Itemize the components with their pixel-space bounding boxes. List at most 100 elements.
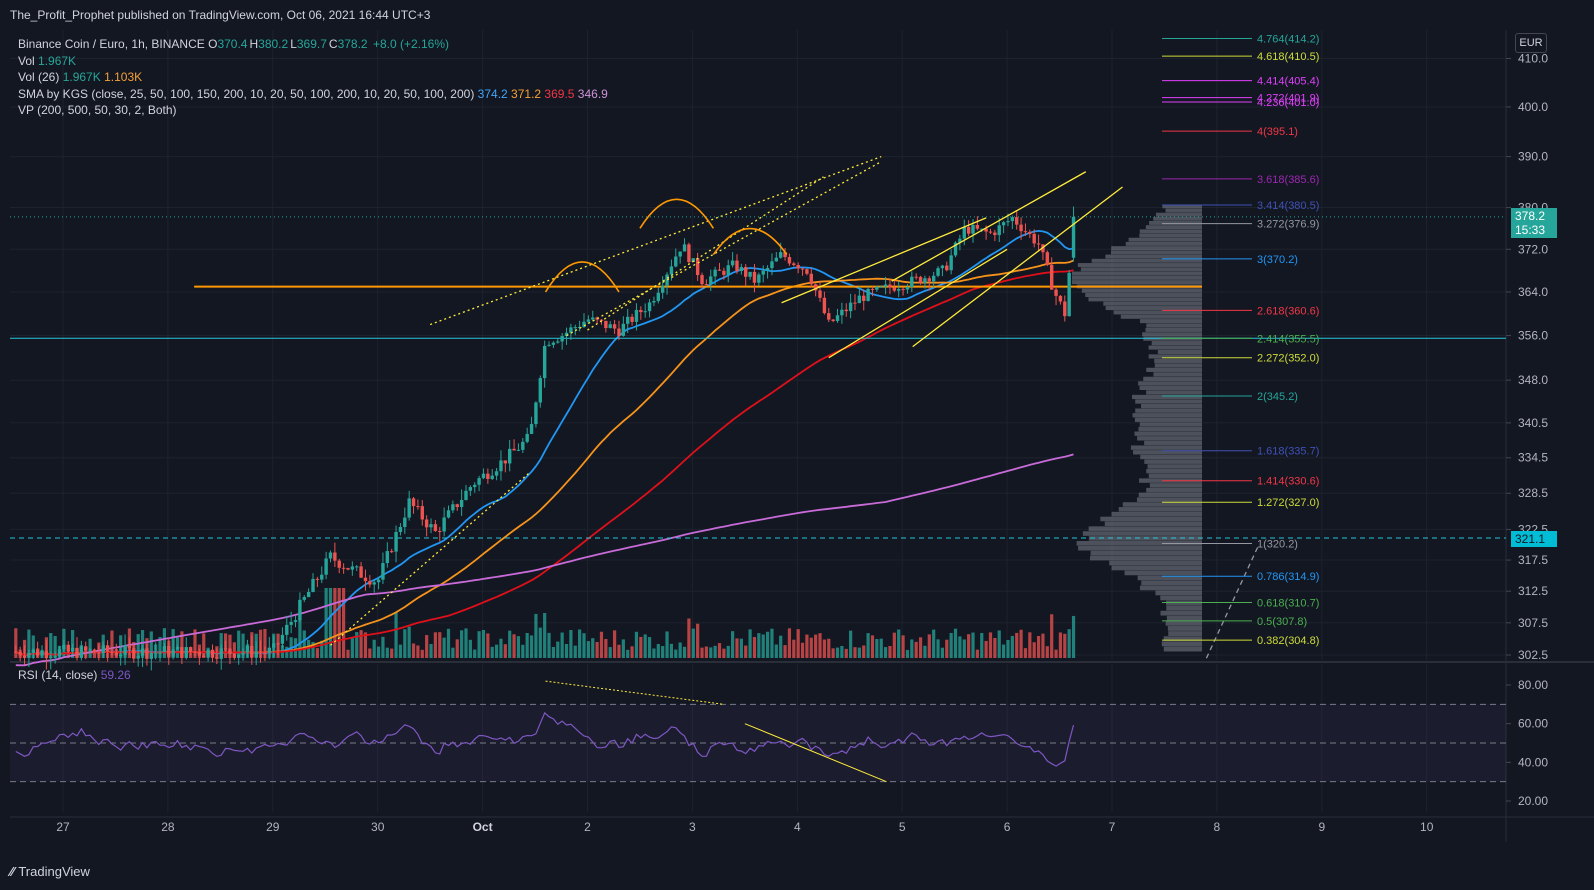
candle-body <box>595 317 599 320</box>
volume-bar <box>582 633 586 658</box>
volume-bar <box>525 632 529 658</box>
footer-brand[interactable]: TradingView <box>18 864 90 879</box>
volume-profile-bar <box>1130 445 1202 450</box>
volume-bar <box>792 639 796 658</box>
candle-body <box>180 647 184 658</box>
candle-body <box>1058 295 1063 302</box>
candle-body <box>241 652 245 655</box>
fib-level-label: 3(370.2) <box>1257 254 1298 266</box>
candle-body <box>263 652 267 654</box>
candle-body <box>162 646 167 653</box>
candle-body <box>980 228 984 230</box>
channel-solid-line <box>912 186 1123 348</box>
candle-body <box>315 578 320 580</box>
candle-body <box>748 271 752 277</box>
candle-body <box>429 524 433 528</box>
rsi-legend[interactable]: RSI (14, close) 59.26 <box>18 668 131 682</box>
candle-body <box>1071 216 1076 258</box>
currency-selector[interactable]: EUR <box>1515 33 1547 53</box>
volume-profile-bar <box>1139 233 1202 238</box>
candle-body <box>958 238 962 243</box>
candle-body <box>822 297 827 314</box>
candle-body <box>984 228 988 232</box>
candle-body <box>805 269 809 274</box>
sma-row[interactable]: SMA by KGS (close, 25, 50, 100, 150, 200… <box>18 86 608 103</box>
symbol-row[interactable]: Binance Coin / Euro, 1h, BINANCE O370.4 H… <box>18 36 608 53</box>
candle-body <box>140 648 145 656</box>
tradingview-logo-icon[interactable]: ⁄⁄ <box>10 864 15 879</box>
volume-bar <box>149 631 153 658</box>
x-tick-label: 5 <box>899 820 906 834</box>
volume-bar <box>193 629 197 658</box>
ohlc-value-h: 380.2 <box>258 37 289 51</box>
candle-body <box>739 267 744 271</box>
x-tick-label: 3 <box>689 820 696 834</box>
y-tick-label: 348.0 <box>1518 373 1548 387</box>
candle-body <box>1019 224 1023 232</box>
volume-profile-bar <box>1118 507 1202 512</box>
volume-bar <box>905 649 910 658</box>
candle-body <box>473 484 477 488</box>
candle-body <box>516 449 521 451</box>
vp-row[interactable]: VP (200, 500, 50, 30, 2, Both) <box>18 102 608 119</box>
volume-bar <box>879 638 883 658</box>
chart-legend: Binance Coin / Euro, 1h, BINANCE O370.4 H… <box>18 36 608 119</box>
volume-bar <box>674 649 678 658</box>
candle-body <box>175 647 180 650</box>
rsi-divergence-line <box>744 723 887 783</box>
vol26-value2: 1.103K <box>104 70 143 84</box>
volume-bar <box>285 646 289 658</box>
volume-profile-bar <box>1082 531 1202 536</box>
volume-bar <box>656 644 660 658</box>
volume-profile-bar <box>1111 246 1202 251</box>
candle-body <box>258 651 263 653</box>
volume-bar <box>612 630 617 658</box>
volume-profile-bar <box>1134 417 1202 422</box>
volume-profile-bar <box>1146 390 1202 395</box>
volume-bar <box>446 628 451 658</box>
candle-body <box>700 275 704 285</box>
fib-level-label: 0.382(304.8) <box>1257 635 1319 647</box>
volume-bar <box>311 641 315 658</box>
volume-bar <box>551 647 556 658</box>
volume-profile-bar <box>1166 605 1202 611</box>
volume-bar <box>385 647 389 658</box>
volume-bar <box>744 645 748 658</box>
candle-body <box>617 328 621 336</box>
candle-body <box>424 519 429 528</box>
volume-profile-bar <box>1165 620 1202 626</box>
rsi-label: RSI (14, close) <box>18 668 98 682</box>
volume-bar <box>241 633 245 658</box>
candle-body <box>853 302 857 304</box>
volume-bar <box>661 646 665 658</box>
volume-bar <box>809 637 813 658</box>
candle-body <box>403 517 407 528</box>
volume-bar <box>914 641 918 658</box>
candle-body <box>53 656 57 658</box>
volume-profile-bar <box>1072 280 1202 285</box>
candle-body <box>866 288 870 301</box>
candle-body <box>149 652 153 659</box>
volume-profile-bar <box>1088 297 1202 302</box>
candle-body <box>1049 264 1054 290</box>
symbol-name[interactable]: Binance Coin / Euro, 1h, BINANCE <box>18 37 205 51</box>
candle-body <box>713 269 717 277</box>
candle-body <box>433 524 438 531</box>
volume-profile-bar <box>1111 565 1202 571</box>
vol26-row[interactable]: Vol (26) 1.967K 1.103K <box>18 69 608 86</box>
volume-bar <box>31 635 35 658</box>
candle-body <box>639 309 643 313</box>
volume-bar <box>1045 646 1049 658</box>
volume-bar <box>599 631 604 658</box>
volume-bar <box>595 641 599 658</box>
candle-body <box>892 287 897 291</box>
y-tick-label: 390.0 <box>1518 150 1548 164</box>
volume-bar <box>975 649 979 658</box>
fib-level-label: 4.618(410.5) <box>1257 51 1319 63</box>
volume-profile-bar <box>1149 221 1202 225</box>
vol-row[interactable]: Vol 1.967K <box>18 53 608 70</box>
volume-bar <box>140 630 145 658</box>
candle-body <box>79 646 84 658</box>
volume-bar <box>372 639 376 658</box>
